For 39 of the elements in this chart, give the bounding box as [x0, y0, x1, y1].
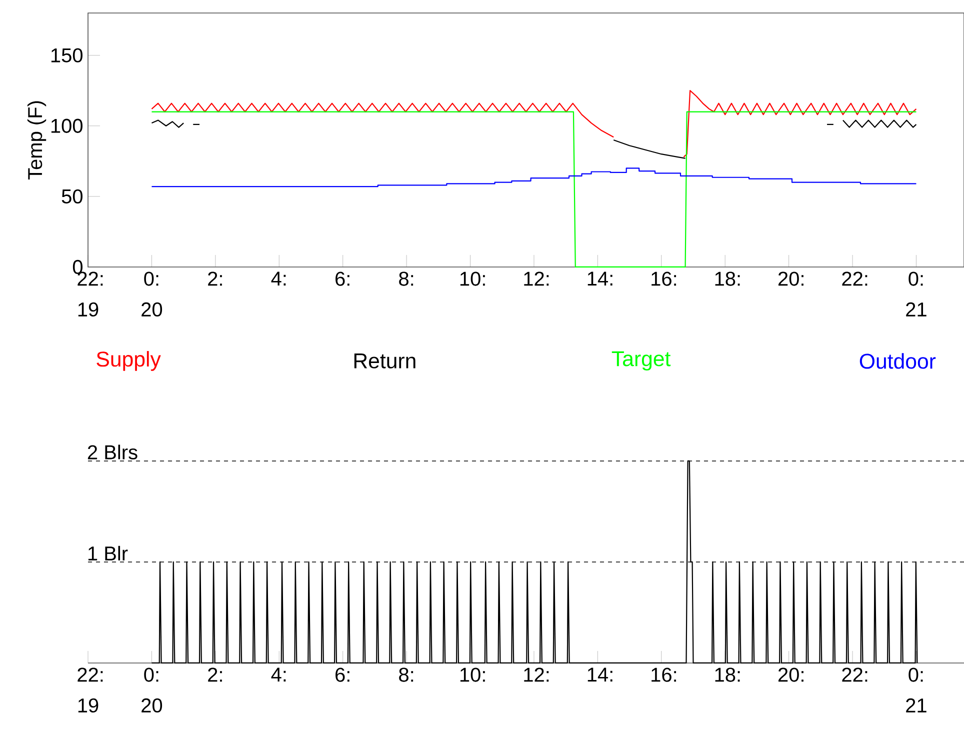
x-tick-label: 10: — [460, 272, 485, 286]
x-tick-label: 16: — [652, 272, 676, 286]
x-tick-label: 4: — [271, 272, 286, 286]
x-tick-label: 12: — [524, 668, 549, 682]
x-tick-label: 22: — [842, 668, 868, 682]
x-tick-label: 4: — [271, 668, 286, 682]
x-tick-label: 8: — [399, 668, 414, 682]
x-tick-label: 2: — [208, 668, 222, 682]
y-tick-label: 2 Blrs — [88, 444, 138, 460]
x-tick-label: 2: — [208, 272, 222, 286]
x-tick-label: 10: — [460, 668, 485, 682]
text: Target — [612, 351, 671, 371]
x-tick-label: 16: — [652, 668, 676, 682]
y-tick-label: 150 — [51, 48, 82, 62]
x-tick-label: 14: — [588, 272, 612, 286]
x-tick-label: 0: 21 — [906, 272, 926, 316]
x-tick-label: 18: — [715, 668, 740, 682]
y-axis-title: Temp (F) — [27, 101, 46, 180]
x-tick-label: 0: 21 — [906, 668, 926, 712]
x-tick-label: 22: — [842, 272, 868, 286]
y-tick-label: 100 — [51, 118, 82, 133]
x-tick-label: 0: 20 — [142, 272, 162, 317]
text: Return — [354, 354, 416, 368]
x-tick-label: 12: — [524, 272, 549, 286]
x-tick-label: 6: — [336, 668, 350, 682]
y-tick-label: 0 — [72, 260, 82, 274]
x-tick-label: 18: — [715, 272, 740, 286]
x-tick-label: 20: — [778, 272, 804, 286]
x-tick-label: 6: — [336, 272, 350, 286]
x-tick-label: 14: — [588, 668, 612, 682]
x-tick-label: 22: 19 — [78, 272, 103, 317]
x-tick-label: 8: — [399, 272, 414, 286]
x-tick-label: 22: 19 — [78, 668, 103, 713]
y-tick-label: 50 — [62, 189, 82, 204]
x-tick-label: 0: 20 — [142, 668, 162, 713]
y-tick-label: 1 Blr — [88, 546, 128, 560]
x-tick-label: 20: — [778, 668, 804, 682]
text: Supply — [96, 351, 161, 371]
text: Outdoor — [860, 353, 936, 369]
